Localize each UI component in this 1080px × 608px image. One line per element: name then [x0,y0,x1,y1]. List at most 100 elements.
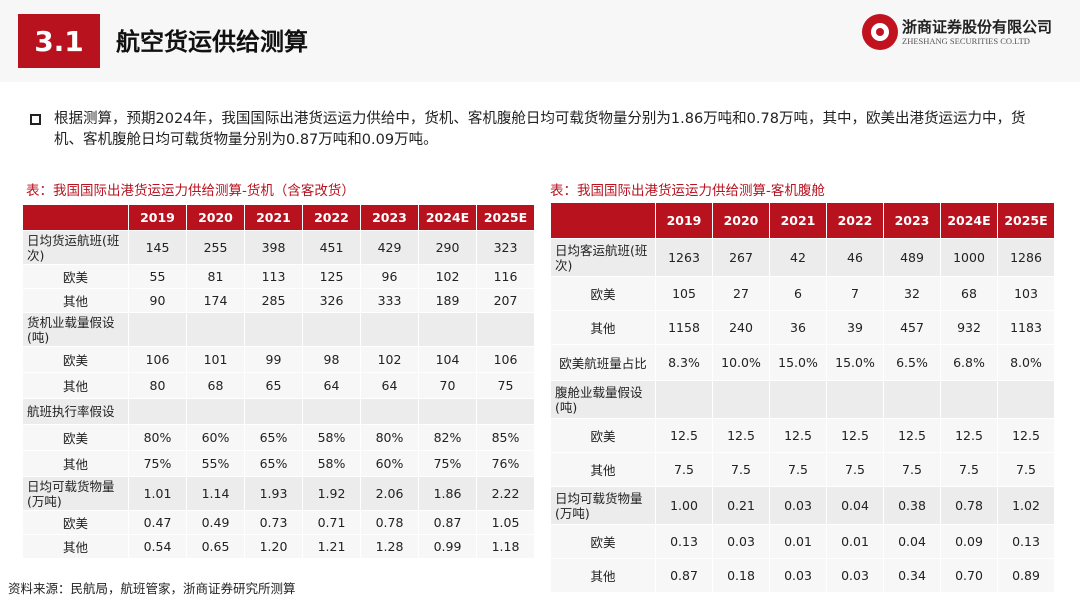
row-label: 欧美 [22,424,129,451]
table-cell: 113 [244,264,303,289]
table-cell: 932 [940,310,998,345]
table-cell [712,380,770,419]
table-cell: 398 [244,230,303,265]
table-cell: 0.03 [769,558,827,593]
table-cell: 12.5 [769,418,827,453]
table-cell: 0.09 [940,524,998,559]
table-row: 航班执行率假设 [22,398,535,425]
table-cell: 6.8% [940,344,998,381]
table-cell: 55% [186,450,245,477]
logo-name-en: ZHESHANG SECURITIES CO.LTD [902,36,1030,46]
table-row: 腹舱业载量假设(吨) [550,380,1055,419]
table-cell: 1.92 [302,476,361,511]
table-row: 欧美 12.5 12.5 12.5 12.5 12.5 12.5 12.5 [550,418,1055,453]
table-cell: 0.71 [302,510,361,535]
table-cell: 1.01 [128,476,187,511]
row-label: 欧美 [550,276,656,311]
table-cell: 96 [360,264,419,289]
table-cell: 0.03 [712,524,770,559]
row-label: 其他 [550,310,656,345]
table-cell: 106 [476,346,535,373]
table-header-row: 2019 2020 2021 2022 2023 2024E 2025E [22,204,535,231]
year-header: 2020 [186,204,245,231]
table-cell: 90 [128,288,187,313]
table-cell: 145 [128,230,187,265]
table-row: 货机业载量假设(吨) [22,312,535,347]
year-header: 2022 [302,204,361,231]
table-cell: 7.5 [769,452,827,487]
table-cell: 0.01 [769,524,827,559]
table-cell: 2.06 [360,476,419,511]
row-label: 日均可载货物量(万吨) [550,486,656,525]
table-cell [186,398,245,425]
table-cell: 0.13 [655,524,713,559]
logo-name-cn: 浙商证券股份有限公司 [902,18,1053,36]
table-cell: 60% [360,450,419,477]
table-cell: 75% [128,450,187,477]
table-cell: 68 [186,372,245,399]
source-note: 资料来源：民航局，航班管家，浙商证券研究所测算 [8,581,296,596]
header-corner [550,202,656,239]
table-row: 欧美 0.13 0.03 0.01 0.01 0.04 0.09 0.13 [550,524,1055,559]
table-row: 日均货运航班(班次) 145 255 398 451 429 290 323 [22,230,535,265]
table-cell: 0.54 [128,534,187,559]
table-row: 欧美 105 27 6 7 32 68 103 [550,276,1055,311]
table-cell: 8.0% [997,344,1055,381]
table-cell [244,312,303,347]
table-cell: 0.03 [826,558,884,593]
table-cell: 1183 [997,310,1055,345]
table-cell: 10.0% [712,344,770,381]
table-cell: 80% [128,424,187,451]
row-label: 其他 [22,534,129,559]
table-cell: 12.5 [940,418,998,453]
table-cell [655,380,713,419]
table-cell: 0.70 [940,558,998,593]
year-header: 2019 [655,202,713,239]
table-cell: 99 [244,346,303,373]
header-corner [22,204,129,231]
table-cell: 255 [186,230,245,265]
table-cell: 64 [360,372,419,399]
table-cell: 1.05 [476,510,535,535]
table-cell: 326 [302,288,361,313]
table-cell: 82% [418,424,477,451]
table-cell [476,312,535,347]
table-cell: 267 [712,238,770,277]
table-cell: 8.3% [655,344,713,381]
table-cell: 0.13 [997,524,1055,559]
table-cell: 7.5 [940,452,998,487]
year-header: 2025E [476,204,535,231]
row-label: 欧美 [550,524,656,559]
row-label: 欧美 [22,346,129,373]
row-label: 腹舱业载量假设(吨) [550,380,656,419]
table-cell: 457 [883,310,941,345]
freighter-supply-table: 2019 2020 2021 2022 2023 2024E 2025E 日均货运航班(班次… [22,204,535,559]
belly-supply-table: 2019 2020 2021 2022 2023 2024E 2025E 日均客运航班(班次… [550,202,1055,593]
table-cell: 0.47 [128,510,187,535]
table-cell [128,312,187,347]
table-cell: 65% [244,450,303,477]
table-row: 其他 90 174 285 326 333 189 207 [22,288,535,313]
table-cell [360,312,419,347]
table-cell: 0.34 [883,558,941,593]
table-cell: 68 [940,276,998,311]
table-cell: 6.5% [883,344,941,381]
table-cell: 1.21 [302,534,361,559]
table-row: 其他 80 68 65 64 64 70 75 [22,372,535,399]
table1-caption: 表：我国国际出港货运运力供给测算-货机（含客改货） [26,183,355,199]
section-number: 3.1 [18,14,100,68]
table-cell: 102 [360,346,419,373]
table-cell: 0.78 [940,486,998,525]
table-cell: 0.49 [186,510,245,535]
table-cell: 7 [826,276,884,311]
table-cell: 75 [476,372,535,399]
table-cell [769,380,827,419]
table-cell: 1263 [655,238,713,277]
row-label: 欧美 [22,510,129,535]
table-cell: 103 [997,276,1055,311]
table-row: 欧美 0.47 0.49 0.73 0.71 0.78 0.87 1.05 [22,510,535,535]
table-cell: 0.38 [883,486,941,525]
row-label: 其他 [550,452,656,487]
table-cell: 6 [769,276,827,311]
table-cell [826,380,884,419]
